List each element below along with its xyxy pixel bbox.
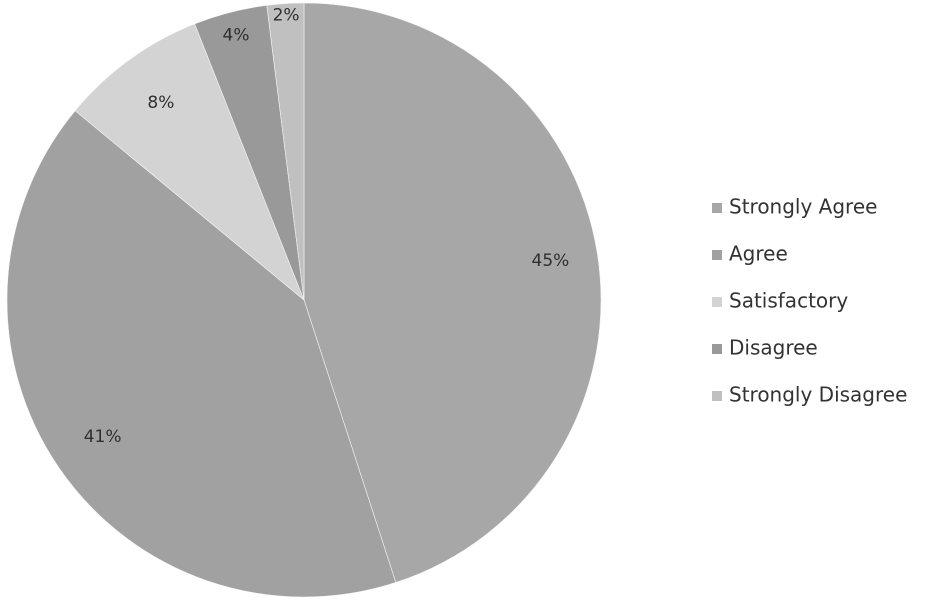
- legend-swatch-disagree: [712, 344, 722, 354]
- pie-slice-strongly-agree: [303, 2, 602, 583]
- chart-legend: Strongly Agree Agree Satisfactory Disagree S…: [712, 195, 907, 407]
- data-label-satisfactory: 8%: [147, 93, 174, 113]
- legend-label-satisfactory: Satisfactory: [729, 289, 848, 313]
- data-label-agree: 41%: [84, 427, 122, 447]
- legend-label-strongly-agree: Strongly Agree: [729, 195, 877, 219]
- legend-swatch-strongly-disagree: [712, 391, 722, 401]
- pie-slices: [6, 2, 602, 598]
- data-label-strongly-agree: 45%: [532, 251, 570, 271]
- legend-label-disagree: Disagree: [729, 336, 818, 360]
- legend-swatch-satisfactory: [712, 297, 722, 307]
- legend-label-strongly-disagree: Strongly Disagree: [729, 383, 907, 407]
- pie-data-labels: 45% 41% 8% 4% 2%: [84, 5, 570, 447]
- pie-slice-strongly-disagree: [266, 2, 305, 301]
- legend-swatch-agree: [712, 250, 722, 260]
- pie-slice-satisfactory: [74, 23, 305, 301]
- pie-slice-agree: [6, 110, 397, 598]
- data-label-disagree: 4%: [223, 25, 250, 45]
- legend-label-agree: Agree: [729, 242, 788, 266]
- data-label-strongly-disagree: 2%: [273, 5, 300, 25]
- legend-swatch-strongly-agree: [712, 203, 722, 213]
